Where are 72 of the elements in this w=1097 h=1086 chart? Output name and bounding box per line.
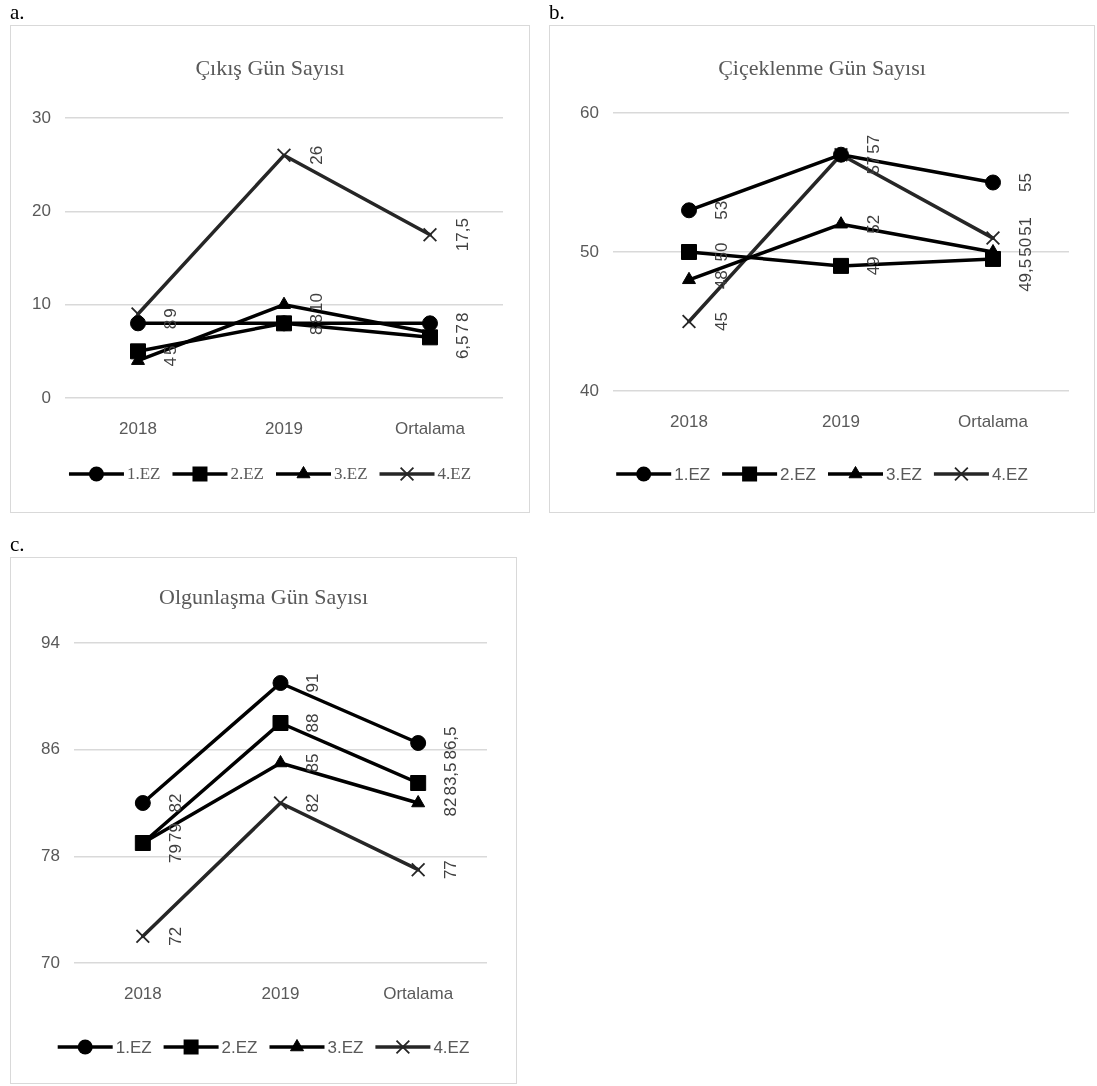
legend-label: 2.EZ <box>221 1037 258 1057</box>
data-label: 8 <box>452 312 472 323</box>
data-label: 45 <box>711 312 731 331</box>
data-label: 72 <box>165 926 185 946</box>
data-label: 55 <box>1015 173 1035 192</box>
data-label: 77 <box>440 860 460 880</box>
chart-title: Çiçeklenme Gün Sayısı <box>718 54 926 80</box>
data-label: 51 <box>1015 216 1035 236</box>
y-tick-label: 40 <box>580 380 599 400</box>
data-label: 86,5 <box>440 726 460 760</box>
data-label: 4 <box>160 356 180 367</box>
data-label: 9 <box>160 308 180 318</box>
data-label: 49 <box>863 256 883 276</box>
x-tick-label: 2019 <box>261 983 300 1003</box>
legend-label: 4.EZ <box>433 1037 470 1057</box>
legend-label: 3.EZ <box>327 1037 364 1057</box>
chart-title: Olgunlaşma Gün Sayısı <box>159 583 368 609</box>
x-tick-label: 2018 <box>670 411 708 431</box>
legend-label: 4.EZ <box>991 464 1028 484</box>
y-tick-label: 30 <box>32 107 51 127</box>
y-tick-label: 78 <box>41 846 60 866</box>
legend-label: 3.EZ <box>334 464 368 484</box>
data-label: 83,5 <box>440 762 460 796</box>
data-label: 10 <box>306 293 326 312</box>
x-tick-label: 2019 <box>265 418 303 438</box>
data-label: 6,5 <box>452 335 472 360</box>
data-label: 91 <box>303 673 323 693</box>
data-label: 8 <box>306 313 326 324</box>
x-tick-label: Ortalama <box>383 983 454 1003</box>
y-tick-label: 70 <box>41 952 60 972</box>
legend-label: 2.EZ <box>780 464 817 484</box>
y-tick-label: 0 <box>41 387 51 407</box>
data-label: 17,5 <box>452 218 472 252</box>
chart-title: Çıkış Gün Sayısı <box>195 54 345 80</box>
legend-label: 1.EZ <box>126 464 161 484</box>
x-tick-label: 2018 <box>119 418 157 438</box>
data-label: 50 <box>1015 237 1035 257</box>
data-label: 50 <box>711 242 731 262</box>
data-label: 53 <box>711 200 731 220</box>
data-label: 8 <box>160 319 180 330</box>
data-label: 8 <box>306 325 326 335</box>
y-tick-label: 94 <box>41 632 60 652</box>
x-tick-label: Ortalama <box>958 411 1029 431</box>
x-tick-label: 2018 <box>123 983 162 1003</box>
x-tick-label: 2019 <box>822 411 860 431</box>
y-tick-label: 50 <box>580 241 599 261</box>
data-label: 79 <box>165 843 185 863</box>
data-label: 85 <box>303 753 323 773</box>
data-label: 82 <box>303 793 323 813</box>
legend-label: 1.EZ <box>674 464 711 484</box>
y-tick-label: 86 <box>41 739 60 759</box>
data-label: 5 <box>160 345 180 356</box>
text: c. <box>10 532 25 556</box>
text: b. <box>549 0 565 24</box>
data-label: 26 <box>306 145 326 165</box>
data-label: 49,5 <box>1015 258 1035 292</box>
legend-label: 4.EZ <box>437 464 472 484</box>
y-tick-label: 60 <box>580 102 599 122</box>
y-tick-label: 10 <box>32 294 51 314</box>
data-label: 82 <box>440 797 460 817</box>
legend-label: 3.EZ <box>886 464 922 484</box>
x-tick-label: Ortalama <box>395 418 466 438</box>
legend-label: 1.EZ <box>115 1037 152 1057</box>
legend-label: 2.EZ <box>230 464 265 484</box>
data-label: 88 <box>303 713 323 733</box>
text: a. <box>10 0 25 24</box>
data-label: 57 <box>863 134 883 154</box>
y-tick-label: 20 <box>32 201 51 221</box>
data-label: 52 <box>863 214 883 234</box>
data-label: 7 <box>452 324 472 334</box>
data-label: 82 <box>165 793 185 813</box>
data-label: 79 <box>165 823 185 843</box>
